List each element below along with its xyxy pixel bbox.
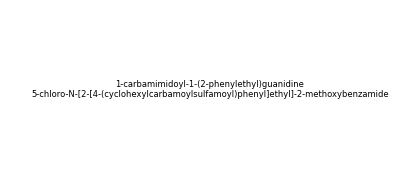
Text: 1-carbamimidoyl-1-(2-phenylethyl)guanidine
5-chloro-N-[2-[4-(cyclohexylcarbamoyl: 1-carbamimidoyl-1-(2-phenylethyl)guanidi… [31, 80, 389, 99]
